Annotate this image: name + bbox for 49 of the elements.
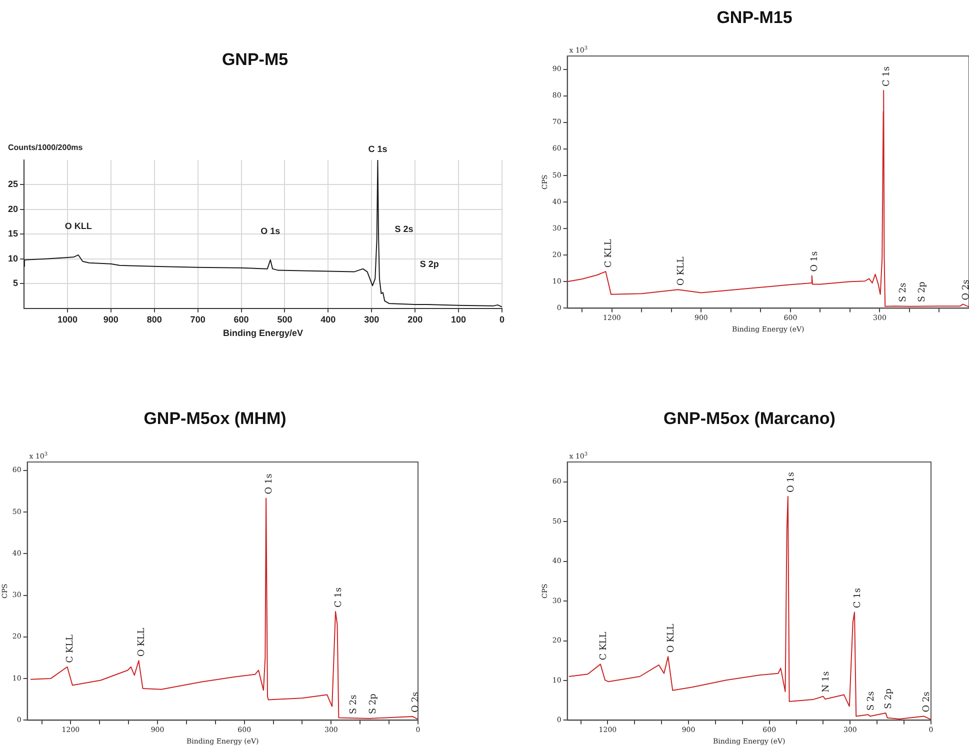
chart-title: GNP-M5ox (MHM)	[142, 409, 288, 429]
chart-title: GNP-M15	[716, 8, 794, 28]
x-tick-label: 500	[277, 314, 292, 324]
x-tick-label: 0	[499, 314, 505, 324]
annotation: S 2s	[866, 690, 877, 711]
y-tick-label: 25	[8, 179, 18, 190]
annotation: C KLL	[66, 634, 76, 663]
annotation: C 1s	[368, 144, 388, 154]
x-tick-label: 700	[190, 314, 206, 324]
annotation: O KLL	[64, 220, 92, 231]
x-tick-label: 100	[451, 314, 466, 324]
annotation: C 1s	[334, 587, 344, 608]
annotation: O 1s	[264, 473, 274, 494]
x-tick-label: 1000	[57, 314, 78, 324]
annotation: O KLL	[676, 256, 686, 286]
y-tick-label: 15	[8, 228, 18, 239]
x-tick-label: 600	[234, 314, 249, 324]
y-tick-label: 20	[8, 204, 18, 214]
annotation: O 1s	[810, 250, 820, 272]
annotation: C 1s	[852, 588, 863, 608]
annotation: O KLL	[137, 628, 148, 657]
annotation: C 1s	[882, 66, 892, 87]
annotation: S 2s	[394, 224, 414, 234]
annotation: O KLL	[666, 624, 676, 653]
x-tick-label: 300	[364, 314, 380, 324]
annotation: N 1s	[822, 670, 832, 692]
x-axis-title: Binding Energy/eV	[223, 328, 304, 338]
x-tick-label: 800	[146, 314, 162, 324]
annotation: S 2p	[420, 258, 440, 269]
y-axis-title: Counts/1000/200ms	[8, 143, 84, 152]
annotation: S 2s	[898, 282, 908, 302]
annotation: O 2s	[922, 691, 932, 712]
annotation: C KLL	[604, 239, 614, 268]
annotation: O 1s	[260, 226, 280, 236]
y-tick-label: 5	[12, 278, 18, 288]
annotation: S 2p	[368, 693, 378, 714]
chart-title: GNP-M5	[220, 50, 290, 70]
annotation: O 1s	[786, 472, 796, 493]
annotation: S 2s	[349, 694, 360, 714]
annotation: S 2p	[884, 688, 894, 710]
annotation: C KLL	[598, 632, 609, 660]
annotation: O 2s	[961, 279, 969, 300]
x-tick-label: 900	[103, 314, 118, 324]
x-tick-label: 200	[408, 314, 423, 324]
x-tick-label: 400	[320, 314, 336, 324]
y-tick-label: 10	[8, 253, 18, 264]
annotation: O 2s	[410, 691, 421, 712]
chart-title: GNP-M5ox (Marcano)	[662, 409, 836, 429]
annotation: S 2p	[917, 281, 928, 302]
